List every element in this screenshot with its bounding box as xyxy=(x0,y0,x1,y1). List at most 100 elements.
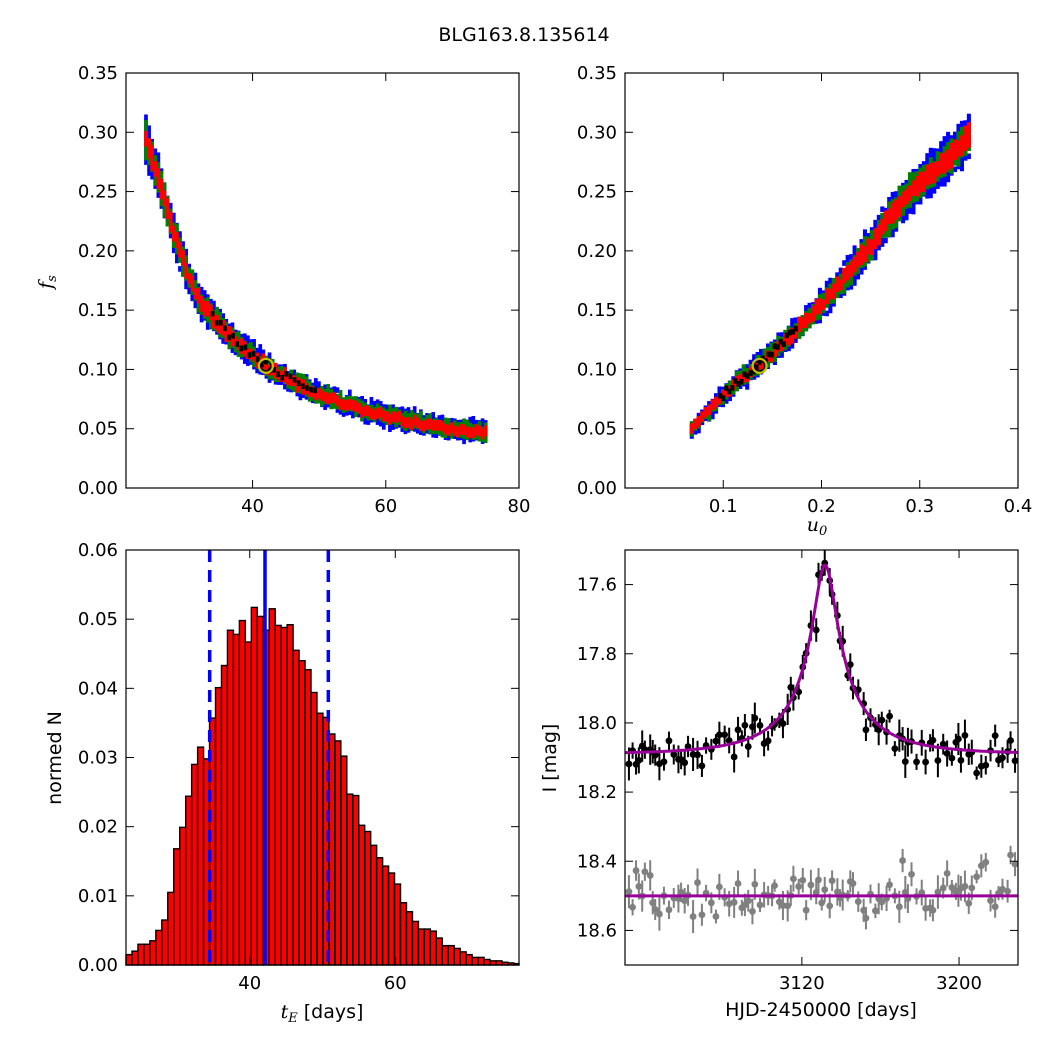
cell-inner xyxy=(918,171,923,178)
cell-inner xyxy=(326,398,331,405)
cell-outer xyxy=(835,272,840,278)
axes-frame xyxy=(624,549,1019,966)
residual-point xyxy=(655,910,663,918)
residual-point xyxy=(795,883,803,890)
cell-outer xyxy=(471,416,476,422)
residual-point xyxy=(929,906,937,914)
data-point xyxy=(999,754,1006,762)
cell-core xyxy=(227,334,231,341)
cell-outer xyxy=(267,377,272,383)
cell-middle xyxy=(817,314,822,320)
cell-inner xyxy=(344,400,349,406)
panel-tE-histogram: 40 60 0.00 0.01 0.02 0.03 0.04 0.05 0.06 xyxy=(78,540,520,994)
cell-inner xyxy=(804,317,809,324)
cell-middle xyxy=(326,384,331,390)
cell-outer xyxy=(258,349,263,355)
cell-inner xyxy=(952,144,958,150)
cell-inner xyxy=(876,239,881,246)
cell-middle xyxy=(459,432,463,438)
cell-middle xyxy=(914,171,919,177)
y-tick-label: 0.03 xyxy=(78,748,118,769)
histogram-bar xyxy=(393,883,402,966)
cell-inner xyxy=(406,416,411,423)
cell-outer xyxy=(156,152,161,159)
cell-inner xyxy=(150,145,155,151)
cell-core xyxy=(235,341,240,347)
cell-outer xyxy=(335,407,340,413)
ylabel-fs: fs xyxy=(35,275,60,291)
cell-middle xyxy=(946,141,951,148)
cell-middle xyxy=(474,433,479,440)
data-point xyxy=(744,743,752,750)
cell-inner xyxy=(415,417,420,424)
cell-outer xyxy=(890,231,895,238)
cell-middle xyxy=(273,376,278,382)
cell-outer xyxy=(707,401,712,407)
cell-outer xyxy=(880,206,885,213)
histogram-bar xyxy=(298,659,306,966)
cell-outer xyxy=(966,153,971,160)
cell-inner xyxy=(230,340,235,347)
cell-inner xyxy=(866,248,871,255)
cell-inner xyxy=(963,130,968,137)
cell-inner xyxy=(283,377,287,383)
residual-point xyxy=(651,906,659,913)
cell-middle xyxy=(397,419,402,425)
cell-inner xyxy=(320,390,324,396)
x-tick-label: 0.3 xyxy=(905,496,934,517)
cell-middle xyxy=(208,323,213,329)
cell-outer xyxy=(966,113,971,120)
cell-middle xyxy=(904,183,909,189)
cell-inner xyxy=(159,188,164,195)
cell-inner xyxy=(821,299,826,306)
cell-inner xyxy=(335,400,340,407)
data-point xyxy=(725,737,733,744)
cell-outer xyxy=(242,333,247,340)
cell-outer xyxy=(772,359,777,366)
cell-inner xyxy=(790,337,795,344)
cell-middle xyxy=(897,185,902,192)
cell-inner xyxy=(724,391,729,398)
cell-outer xyxy=(351,412,355,419)
cell-inner xyxy=(700,416,705,422)
cell-outer xyxy=(184,278,188,285)
cell-outer xyxy=(939,141,944,147)
cell-middle xyxy=(821,307,826,314)
cell-middle xyxy=(949,168,954,174)
cell-inner xyxy=(869,239,874,246)
cell-core xyxy=(742,371,747,378)
cell-inner xyxy=(914,190,919,197)
cell-middle xyxy=(935,151,940,157)
residual-point xyxy=(895,903,903,911)
cell-middle xyxy=(440,431,445,438)
cell-middle xyxy=(249,356,253,363)
cell-inner xyxy=(168,211,173,218)
cell-outer xyxy=(745,364,750,370)
cell-middle xyxy=(230,327,235,333)
data-point xyxy=(764,737,772,745)
cell-core xyxy=(790,328,795,335)
cell-inner xyxy=(153,166,158,172)
cell-inner xyxy=(810,311,816,317)
cell-outer xyxy=(175,257,179,264)
data-point xyxy=(665,737,673,745)
cell-outer xyxy=(212,305,216,312)
cell-outer xyxy=(267,352,272,358)
cell-middle xyxy=(233,331,238,338)
cell-inner xyxy=(283,367,287,373)
cell-inner xyxy=(483,425,488,432)
histogram-bar xyxy=(423,928,432,966)
cell-inner xyxy=(307,391,312,397)
cell-outer xyxy=(310,382,315,389)
ylabel-normedN: normed N xyxy=(44,711,66,805)
cell-inner xyxy=(372,409,377,416)
cell-inner xyxy=(914,180,919,187)
y-tick-label: 18.4 xyxy=(577,851,617,872)
cell-middle xyxy=(755,354,760,361)
cell-middle xyxy=(159,200,164,207)
residual-point xyxy=(1004,887,1012,895)
cell-inner xyxy=(360,407,365,413)
cell-inner xyxy=(876,224,881,231)
cell-inner xyxy=(239,338,244,344)
cell-outer xyxy=(218,308,222,315)
